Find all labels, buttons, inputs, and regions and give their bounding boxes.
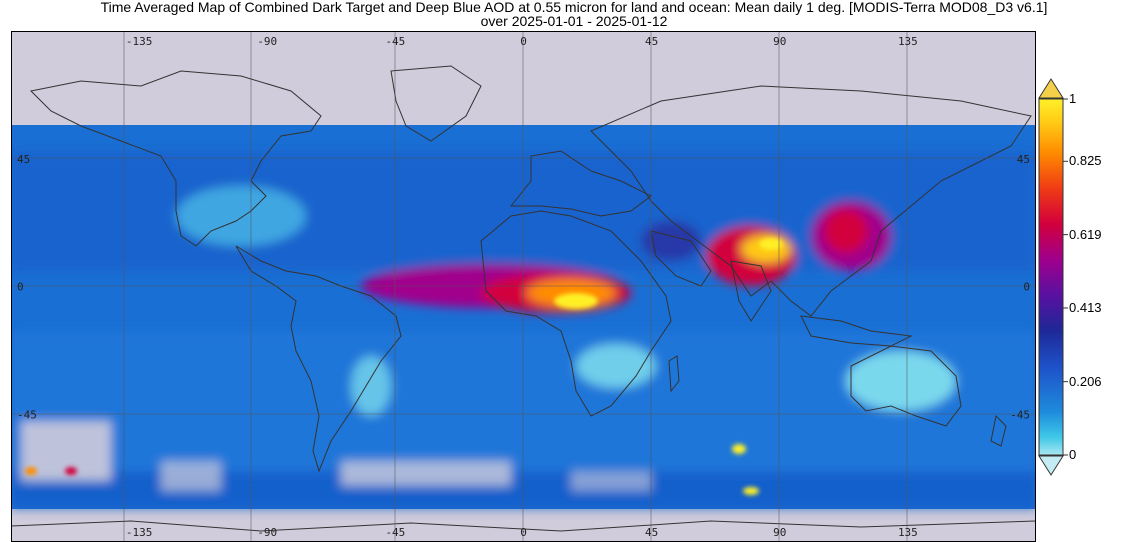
map-lat-label-right: 0	[1023, 281, 1030, 294]
colorbar-label: 0.619	[1069, 226, 1102, 242]
map-lat-label-left: 45	[17, 153, 30, 166]
map-lon-label-top: 135	[898, 35, 918, 48]
map-lat-label-left: 0	[17, 281, 24, 294]
colorbar-label: 1	[1069, 91, 1077, 106]
map-lon-label-top: -45	[385, 35, 405, 48]
map-subtitle: over 2025-01-01 - 2025-01-12	[480, 13, 668, 29]
map-lon-label-top: 45	[645, 35, 658, 48]
map-lon-label-bottom: -135	[126, 526, 153, 539]
colorbar-under-arrow	[1038, 455, 1064, 476]
map-lon-label-bottom: 45	[645, 526, 658, 539]
map-lon-label-top: 90	[773, 35, 786, 48]
map-lon-label-top: -135	[126, 35, 153, 48]
colorbar-label: 0.206	[1069, 373, 1102, 389]
map-lon-label-top: -90	[257, 35, 277, 48]
map-lon-label-top: 0	[520, 35, 527, 48]
graticule	[11, 31, 1036, 542]
map-lon-label-bottom: 0	[520, 526, 527, 539]
map-lon-label-bottom: -45	[385, 526, 405, 539]
colorbar-label: 0.413	[1069, 299, 1102, 315]
map-lon-label-bottom: 135	[898, 526, 918, 539]
map-title: Time Averaged Map of Combined Dark Targe…	[100, 0, 1048, 15]
colorbar-over-arrow	[1038, 78, 1064, 99]
map-lat-label-left: -45	[17, 408, 37, 421]
map-lat-label-right: 45	[1017, 153, 1030, 166]
colorbar	[1038, 78, 1068, 476]
colorbar-label: 0	[1069, 447, 1077, 462]
map-lat-label-right: -45	[1010, 408, 1030, 421]
map-lon-label-bottom: 90	[773, 526, 786, 539]
aod-map: -135 -135 -90 -90 -45 -45 0 0 45 45 90 90 135 135 45 45…	[11, 31, 1036, 542]
colorbar-gradient	[1038, 98, 1064, 456]
map-lon-label-bottom: -90	[257, 526, 277, 539]
colorbar-label: 0.825	[1069, 153, 1102, 169]
